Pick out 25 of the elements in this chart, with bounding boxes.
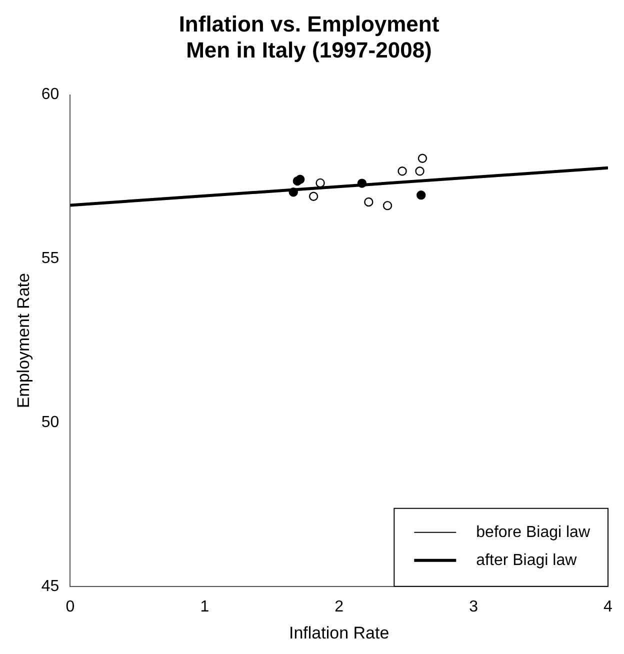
point [364, 197, 374, 207]
point [308, 192, 318, 201]
chart-title: Inflation vs. Employment Men in Italy (1997-2008) [178, 11, 440, 63]
legend-label: before Biagi law [476, 524, 590, 541]
x-tick-label: 4 [604, 598, 613, 616]
y-tick-label: 45 [41, 578, 60, 595]
y-axis-title: Employment Rate [14, 273, 33, 408]
y-tick-label: 50 [41, 414, 60, 431]
x-tick-label: 2 [334, 598, 344, 616]
x-axis-title: Inflation Rate [289, 623, 390, 642]
point [382, 200, 392, 210]
x-tick-label: 1 [200, 598, 210, 616]
point [418, 154, 428, 163]
y-tick-label: 60 [41, 86, 60, 104]
x-tick-label: 3 [469, 598, 478, 616]
point [416, 190, 426, 200]
legend-label: after Biagi law [476, 552, 578, 569]
point [316, 178, 325, 188]
point [288, 188, 298, 197]
point [296, 174, 305, 184]
point [415, 166, 424, 176]
y-tick-label: 55 [41, 250, 60, 268]
x-tick-label: 0 [66, 598, 75, 616]
point [398, 166, 407, 176]
point [357, 178, 367, 188]
